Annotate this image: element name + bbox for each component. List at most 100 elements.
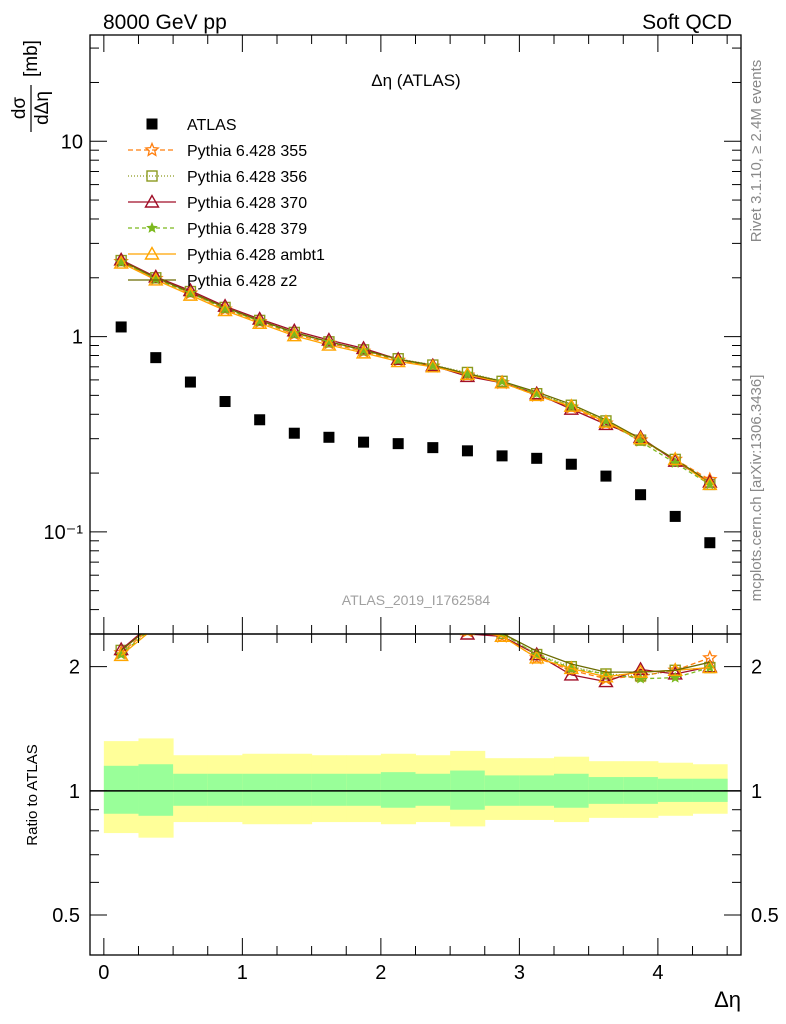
mc-point	[355, 340, 372, 355]
ratio-point	[428, 611, 438, 621]
ratio-point	[392, 611, 405, 623]
data-point	[392, 438, 404, 450]
mc-point	[528, 387, 545, 402]
data-point	[704, 537, 716, 549]
ratio-point	[496, 634, 508, 639]
mc-point	[286, 327, 303, 342]
stat-uncertainty-band	[138, 764, 174, 816]
stat-uncertainty-band	[242, 773, 278, 806]
y-label-numerator: dσ	[9, 97, 30, 120]
ratio-point	[393, 609, 403, 618]
ratio-point	[253, 580, 266, 592]
data-point	[427, 442, 439, 454]
ratio-tick-label: 1	[751, 781, 762, 803]
mc-point	[598, 414, 614, 428]
y-label-unit: [mb]	[21, 40, 42, 77]
legend-entry: ATLAS	[146, 117, 237, 134]
mc-point	[632, 430, 649, 445]
mc-point	[702, 476, 718, 491]
analysis-id: ATLAS_2019_I1762584	[342, 592, 491, 608]
data-point	[669, 510, 681, 522]
ratio-point	[427, 613, 439, 625]
ratio-point	[151, 620, 161, 629]
data-point	[254, 414, 266, 426]
mc-point	[563, 401, 580, 415]
legend-entry: Pythia 6.428 z2	[128, 273, 297, 290]
data-point	[184, 376, 196, 388]
data-point	[219, 396, 231, 408]
ratio-point	[184, 597, 196, 609]
mc-point	[459, 366, 476, 381]
mc-point	[427, 359, 439, 371]
legend-entry: Pythia 6.428 355	[128, 141, 307, 160]
legend-marker	[146, 221, 158, 233]
mc-point	[150, 273, 162, 284]
ratio-series-line	[120, 634, 710, 680]
ratio-point	[149, 614, 162, 626]
ratio-point	[702, 659, 718, 674]
stat-uncertainty-band	[207, 773, 243, 806]
stat-uncertainty-band	[380, 772, 416, 808]
mc-point	[321, 337, 337, 351]
ratio-point	[598, 673, 614, 688]
y-tick-label: 10⁻¹	[44, 522, 84, 544]
mc-point	[600, 414, 612, 426]
data-point	[115, 321, 127, 333]
ratio-point	[151, 617, 161, 627]
series-line	[120, 260, 711, 485]
mc-point	[459, 368, 476, 383]
ratio-point	[323, 586, 335, 598]
series-line	[120, 262, 711, 485]
mc-point	[355, 344, 372, 359]
mc-point	[251, 311, 268, 325]
legend-marker	[146, 118, 158, 130]
mc-point	[217, 302, 233, 317]
ratio-point	[426, 614, 439, 626]
legend-entry: Pythia 6.428 ambt1	[128, 246, 325, 264]
y-tick-label: 10	[61, 131, 83, 153]
legend-marker	[144, 141, 160, 157]
y-tick-label: 1	[72, 327, 83, 349]
ratio-point	[426, 611, 439, 623]
data-point	[496, 450, 508, 462]
stat-uncertainty-band	[311, 773, 347, 806]
ratio-point	[290, 575, 300, 584]
main-plot: 10⁻¹ 1 10 dσ dΔη [mb] Δη (ATLAS)	[9, 34, 742, 635]
ratio-point	[184, 591, 197, 603]
legend-label: Pythia 6.428 ambt1	[187, 247, 325, 264]
mc-point	[565, 400, 578, 412]
header-left: 8000 GeV pp	[103, 11, 227, 34]
ratio-point	[219, 592, 232, 604]
ratio-tick-label: 2	[69, 657, 80, 679]
mc-point	[148, 272, 164, 286]
mc-point	[253, 315, 266, 326]
stat-uncertainty-band	[103, 765, 139, 814]
mc-point	[251, 315, 268, 329]
ratio-tick-label: 0.5	[751, 905, 779, 927]
legend-label: Pythia 6.428 355	[187, 143, 307, 160]
data-point	[150, 352, 162, 364]
mc-point	[494, 374, 510, 389]
ratio-point	[392, 608, 404, 620]
ratio-point	[459, 634, 476, 636]
x-tick-label: 3	[514, 962, 525, 984]
ratio-point	[463, 623, 473, 632]
ratio-point	[254, 578, 266, 590]
mc-point	[563, 398, 580, 412]
mc-point	[115, 256, 127, 268]
rivet-label: Rivet 3.1.10, ≥ 2.4M events	[748, 60, 765, 243]
ratio-point	[184, 601, 197, 613]
ratio-point	[219, 583, 232, 595]
legend-label: Pythia 6.428 356	[187, 169, 307, 186]
mc-point	[113, 255, 129, 269]
legend-label: Pythia 6.428 370	[187, 195, 307, 212]
mc-point	[667, 451, 683, 466]
ratio-point	[186, 598, 196, 607]
x-tick-label: 4	[652, 962, 663, 984]
mc-point	[530, 387, 543, 399]
ratio-y-label: Ratio to ATLAS	[24, 744, 41, 845]
data-point	[565, 458, 577, 470]
ratio-point	[255, 578, 265, 587]
ratio-point	[322, 589, 335, 601]
